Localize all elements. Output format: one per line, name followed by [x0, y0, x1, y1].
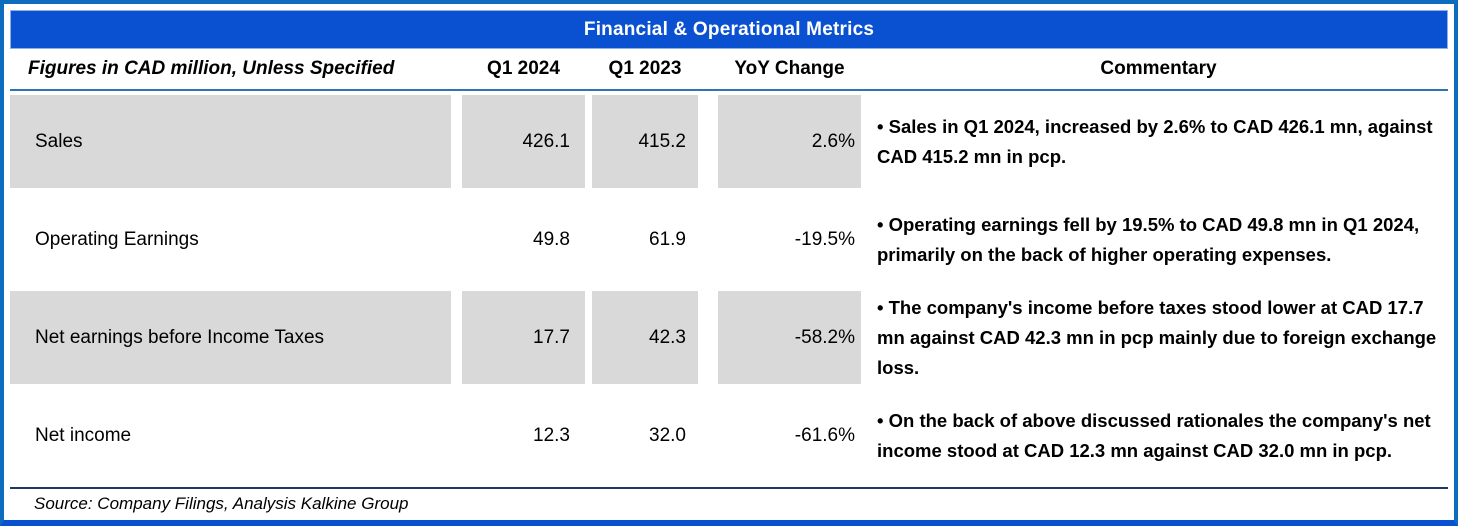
q1-2024-value-cell: 17.7	[462, 291, 585, 384]
source-note: Source: Company Filings, Analysis Kalkin…	[34, 494, 409, 513]
yoy-change-cell: 2.6%	[718, 95, 861, 188]
q1-2024-value-cell: 426.1	[462, 95, 585, 188]
commentary-cell: • On the back of above discussed rationa…	[877, 409, 1431, 461]
q1-2023-value-cell: 415.2	[592, 95, 698, 188]
column-header-commentary: Commentary	[1100, 58, 1217, 79]
column-header-q1-2024: Q1 2024	[487, 58, 560, 79]
yoy-change-cell: -61.6%	[794, 424, 855, 446]
q1-2024-value-cell: 12.3	[533, 424, 570, 446]
table-row: Sales 426.1 415.2 2.6% • Sales in Q1 202…	[10, 95, 1448, 188]
table-title: Financial & Operational Metrics	[583, 18, 875, 40]
table-body: Sales 426.1 415.2 2.6% • Sales in Q1 202…	[10, 95, 1448, 482]
q1-2023-value-cell: 42.3	[592, 291, 698, 384]
q1-2023-value-cell: 61.9	[649, 228, 686, 250]
yoy-change-cell: -58.2%	[718, 291, 861, 384]
footer-divider: Source: Company Filings, Analysis Kalkin…	[10, 487, 1448, 520]
table-content: Figures in CAD million, Unless Specified…	[10, 49, 1448, 520]
metric-name-cell: Net income	[35, 424, 132, 446]
column-header-yoy-change: YoY Change	[734, 58, 845, 79]
metric-name-cell: Operating Earnings	[35, 228, 199, 250]
column-header-metric: Figures in CAD million, Unless Specified	[28, 58, 395, 79]
commentary-cell: • The company's income before taxes stoo…	[877, 296, 1437, 378]
table-title-bar: Financial & Operational Metrics	[10, 10, 1448, 49]
column-header-q1-2023: Q1 2023	[608, 58, 682, 79]
table-row: Net earnings before Income Taxes 17.7 42…	[10, 291, 1448, 384]
metric-name-cell: Net earnings before Income Taxes	[10, 291, 451, 384]
yoy-change-cell: -19.5%	[794, 228, 855, 250]
table-header-row: Figures in CAD million, Unless Specified…	[10, 49, 1448, 91]
q1-2023-value-cell: 32.0	[649, 424, 686, 446]
metric-name-cell: Sales	[10, 95, 451, 188]
q1-2024-value-cell: 49.8	[533, 228, 570, 250]
commentary-cell: • Operating earnings fell by 19.5% to CA…	[877, 213, 1420, 265]
table-row: Net income 12.3 32.0 -61.6% • On the bac…	[10, 389, 1448, 482]
commentary-cell: • Sales in Q1 2024, increased by 2.6% to…	[877, 115, 1433, 167]
table-row: Operating Earnings 49.8 61.9 -19.5% • Op…	[10, 193, 1448, 286]
